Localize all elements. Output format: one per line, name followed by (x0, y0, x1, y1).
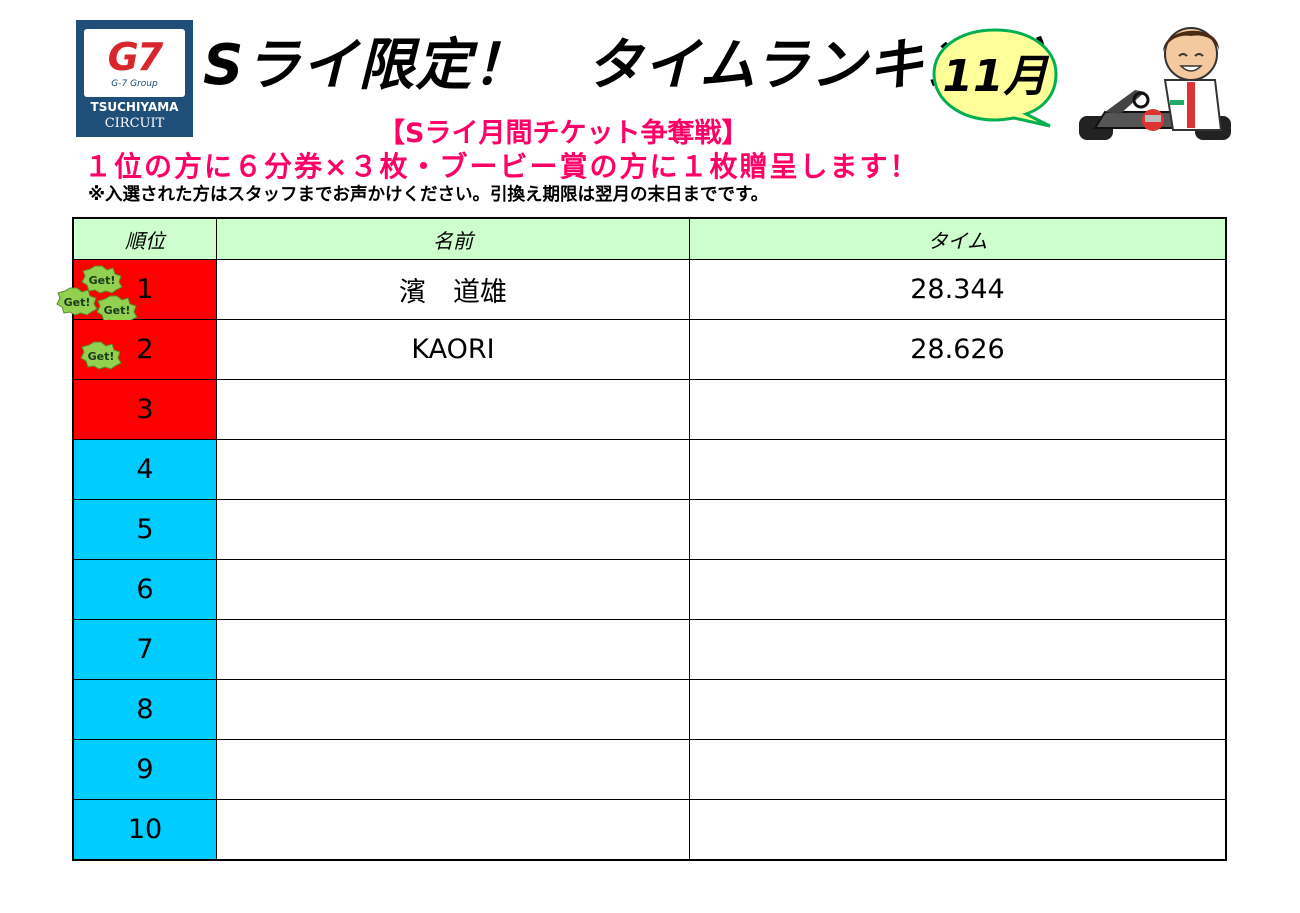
rank-cell: 6 (72, 559, 217, 620)
speech-bubble-icon (932, 28, 1058, 128)
table-row: Get! Get! Get! 1 濱 道雄 28.344 (56, 259, 1227, 324)
rank-cell: 5 (72, 499, 217, 560)
table-row: 10 (72, 799, 1227, 861)
logo-line2: CIRCUIT (104, 116, 165, 131)
svg-text:Get!: Get! (64, 296, 91, 309)
subtitle: 【Sライ月間チケット争奪戦】 (378, 118, 749, 149)
name-cell (216, 739, 690, 800)
g7-logo-plate: G7 G-7 Group (84, 29, 185, 97)
time-cell (689, 799, 1227, 861)
svg-text:Get!: Get! (89, 274, 116, 287)
rank-cell: Get! Get! Get! 1 (56, 259, 217, 324)
table-row: 8 (72, 679, 1227, 740)
header-time: タイム (689, 217, 1227, 260)
name-cell: KAORI (216, 319, 690, 380)
time-cell (689, 379, 1227, 440)
table-row: 3 (72, 379, 1227, 440)
name-cell (216, 559, 690, 620)
page-title: Sライ限定！ タイムランキング (203, 33, 1037, 98)
ranking-table: 順位 名前 タイム Get! Get! Get! 1 濱 道雄 28.344 G… (56, 217, 1227, 861)
name-cell (216, 619, 690, 680)
name-cell (216, 679, 690, 740)
rank-cell: 4 (72, 439, 217, 500)
rank-cell: 7 (72, 619, 217, 680)
table-header-row: 順位 名前 タイム (72, 217, 1227, 260)
prize-notice: １位の方に６分券×３枚・ブービー賞の方に１枚贈呈します！ (84, 150, 920, 183)
time-cell (689, 679, 1227, 740)
table-row: 6 (72, 559, 1227, 620)
redemption-note: ※入選された方はスタッフまでお声かけください。引換え期限は翌月の末日までです。 (88, 185, 769, 205)
header-name: 名前 (216, 217, 690, 260)
table-row: Get! 2 KAORI 28.626 (72, 319, 1227, 380)
time-cell: 28.626 (689, 319, 1227, 380)
get-badge-icon: Get! (80, 341, 122, 370)
rank-number: 2 (136, 334, 154, 365)
time-cell (689, 439, 1227, 500)
rank-cell: 9 (72, 739, 217, 800)
svg-text:Get!: Get! (88, 350, 115, 363)
table-row: 5 (72, 499, 1227, 560)
tsuchiyama-logo: G7 G-7 Group TSUCHIYAMA CIRCUIT (76, 20, 193, 137)
table-row: 9 (72, 739, 1227, 800)
time-cell (689, 499, 1227, 560)
mascot-kart-driver-icon (1079, 27, 1231, 140)
time-cell (689, 619, 1227, 680)
get-badge-icon: Get! (81, 265, 123, 294)
name-cell (216, 439, 690, 500)
svg-text:Get!: Get! (104, 304, 131, 317)
g7-logo-mark: G7 (107, 35, 164, 79)
get-badge-icon: Get! (56, 287, 98, 316)
month-label: 11月 (942, 51, 1048, 102)
time-cell (689, 559, 1227, 620)
table-row: 7 (72, 619, 1227, 680)
rank-number: 1 (136, 274, 154, 305)
header-rank: 順位 (72, 217, 217, 260)
name-cell (216, 379, 690, 440)
rank-cell: Get! 2 (72, 319, 217, 380)
rank-cell: 10 (72, 799, 217, 861)
name-cell (216, 499, 690, 560)
logo-group-text: G-7 Group (111, 79, 158, 89)
rank-cell: 3 (72, 379, 217, 440)
rank-cell: 8 (72, 679, 217, 740)
name-cell: 濱 道雄 (216, 259, 690, 320)
logo-line1: TSUCHIYAMA (90, 100, 179, 114)
time-cell: 28.344 (689, 259, 1227, 320)
table-row: 4 (72, 439, 1227, 500)
time-cell (689, 739, 1227, 800)
name-cell (216, 799, 690, 861)
